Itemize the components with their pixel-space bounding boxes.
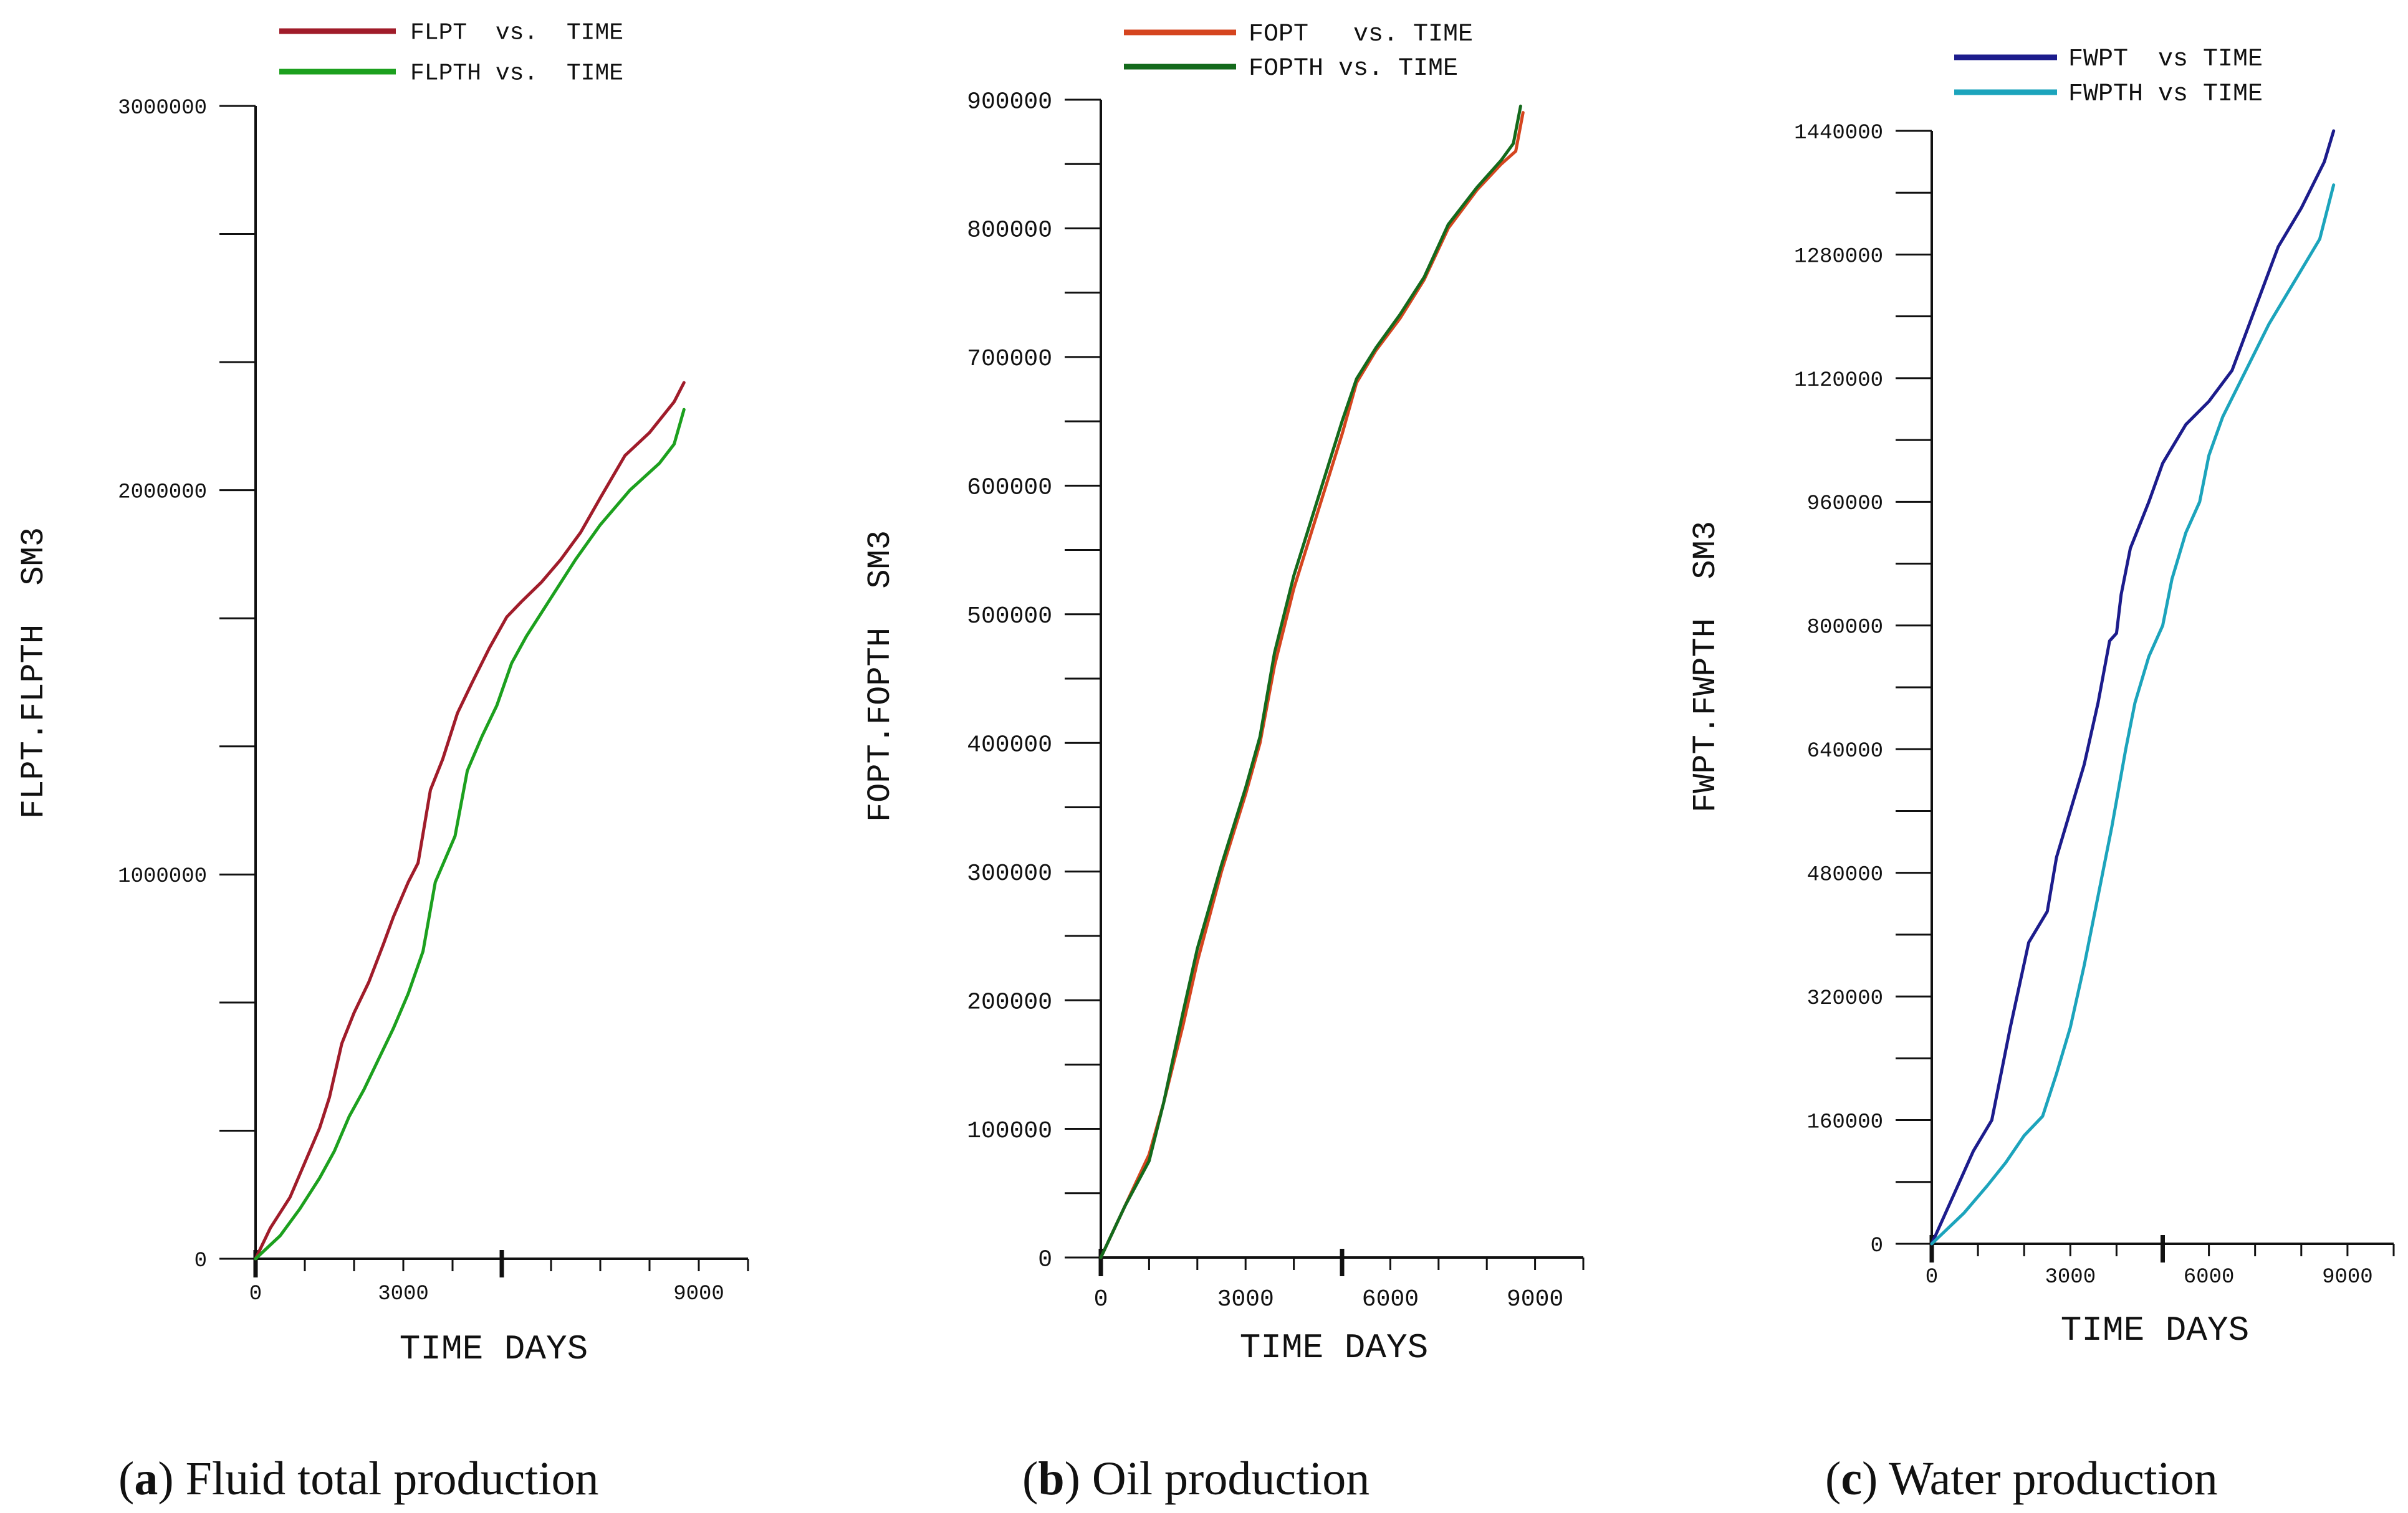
y-axis-label: FLPT.FLPTH SM3 [16, 527, 52, 819]
y-tick-label: 1280000 [1794, 245, 1883, 269]
y-tick-label: 480000 [1807, 864, 1883, 887]
y-tick-label: 900000 [967, 88, 1052, 115]
y-tick-label: 3000000 [118, 97, 207, 120]
series-line-2 [254, 408, 686, 1261]
y-tick-label: 160000 [1807, 1110, 1883, 1134]
y-tick-label: 960000 [1807, 492, 1883, 516]
chart-panel-c: 0 160000 320000 480000 640000 800000 960000 112… [1687, 45, 2395, 1350]
y-tick-label: 400000 [967, 732, 1052, 759]
series-line-1 [1930, 129, 2336, 1246]
caption-c: (c) Water production [1825, 1453, 2218, 1505]
x-tick-label: 3000 [1217, 1286, 1274, 1313]
caption-b-label: b [1038, 1453, 1065, 1505]
legend-label-2: FWPTH vs TIME [2068, 80, 2263, 108]
y-tick-label: 500000 [967, 603, 1052, 630]
x-tick-label: 0 [1094, 1286, 1108, 1313]
y-tick-label: 0 [1871, 1234, 1883, 1258]
legend-label-2: FOPTH vs. TIME [1249, 55, 1458, 83]
y-tick-label: 0 [194, 1249, 207, 1273]
x-tick-label: 0 [1926, 1266, 1938, 1289]
x-axis-label: TIME DAYS [2061, 1310, 2249, 1350]
caption-c-text: Water production [1888, 1453, 2218, 1505]
legend-label-1: FLPT vs. TIME [410, 20, 623, 47]
chart-panel-b: 0 100000 200000 300000 400000 500000 600000 700… [862, 21, 1585, 1368]
x-axis-label: TIME DAYS [400, 1329, 588, 1369]
y-tick-label: 800000 [1807, 616, 1883, 640]
caption-a-text: Fluid total production [185, 1453, 599, 1505]
legend-label-1: FOPT vs. TIME [1249, 21, 1473, 49]
y-tick-label: 800000 [967, 217, 1052, 244]
y-tick-label: 640000 [1807, 740, 1883, 763]
series-line-1 [1099, 111, 1525, 1259]
y-tick-label: 600000 [967, 475, 1052, 502]
caption-b: (b) Oil production [1022, 1453, 1370, 1505]
chart-panel-a: 0 1000000 2000000 3000000 0 3000 9000 FLPT.FLPT… [16, 20, 749, 1369]
x-tick-label: 9000 [673, 1282, 724, 1306]
y-axis-label: FWPT.FWPTH SM3 [1687, 521, 1724, 813]
y-tick-label: 320000 [1807, 987, 1883, 1011]
x-tick-label: 9000 [2322, 1266, 2373, 1289]
x-tick-label: 3000 [2045, 1266, 2096, 1289]
y-tick-label: 1440000 [1794, 122, 1883, 145]
y-tick-label: 2000000 [118, 481, 207, 505]
y-tick-label: 100000 [967, 1118, 1052, 1145]
x-tick-label: 6000 [1362, 1286, 1419, 1313]
caption-a-label: a [134, 1453, 158, 1505]
legend-label-1: FWPT vs TIME [2068, 45, 2263, 74]
y-tick-label: 0 [1038, 1246, 1052, 1273]
y-tick-label: 1000000 [118, 865, 207, 889]
legend-label-2: FLPTH vs. TIME [410, 60, 623, 87]
y-axis-label: FOPT.FOPTH SM3 [862, 530, 899, 822]
x-tick-label: 0 [249, 1282, 262, 1306]
x-tick-label: 6000 [2184, 1266, 2235, 1289]
x-axis-label: TIME DAYS [1240, 1328, 1428, 1368]
y-tick-label: 700000 [967, 346, 1052, 373]
series-line-1 [254, 381, 686, 1261]
series-line-2 [1930, 183, 2336, 1246]
y-tick-label: 1120000 [1794, 369, 1883, 393]
caption-a: (a) Fluid total production [118, 1453, 599, 1505]
caption-b-text: Oil production [1091, 1453, 1370, 1505]
x-tick-label: 9000 [1507, 1286, 1563, 1313]
caption-c-label: c [1841, 1453, 1863, 1505]
x-tick-label: 3000 [378, 1282, 429, 1306]
y-tick-label: 200000 [967, 989, 1052, 1016]
y-tick-label: 300000 [967, 861, 1052, 887]
series-line-2 [1099, 104, 1522, 1259]
